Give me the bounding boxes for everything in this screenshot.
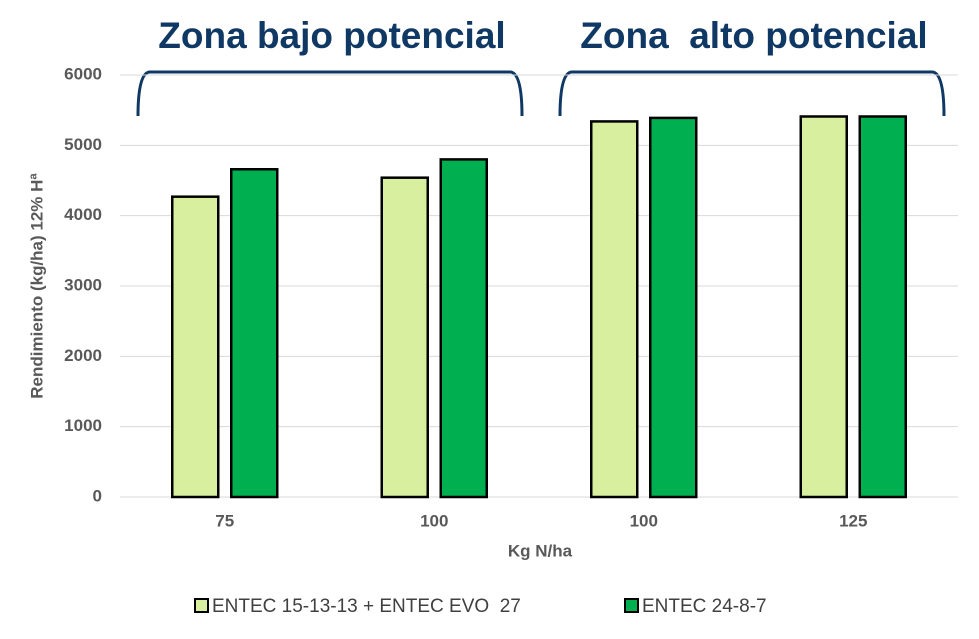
legend-swatch xyxy=(624,598,639,613)
legend-swatch xyxy=(194,598,209,613)
bar xyxy=(590,120,639,499)
x-tick-label: 125 xyxy=(839,511,867,530)
bar xyxy=(799,115,848,499)
y-tick-label: 0 xyxy=(93,486,102,505)
bar xyxy=(649,116,698,499)
bar xyxy=(171,195,220,499)
bar xyxy=(858,115,907,499)
x-tick-label: 100 xyxy=(630,511,658,530)
bar xyxy=(230,167,279,499)
y-tick-label: 3000 xyxy=(64,275,102,294)
y-tick-label: 6000 xyxy=(64,64,102,83)
y-tick-label: 2000 xyxy=(64,346,102,365)
annotation: Zona bajo potencial xyxy=(158,15,505,56)
y-tick-label: 4000 xyxy=(64,205,102,224)
brace xyxy=(558,70,946,117)
y-tick-label: 5000 xyxy=(64,135,102,154)
y-axis-label: Rendimiento (kg/ha) 12% Hª xyxy=(27,173,46,399)
x-tick-label: 100 xyxy=(420,511,448,530)
bar xyxy=(380,176,429,499)
y-tick-label: 1000 xyxy=(64,416,102,435)
bar xyxy=(439,158,488,499)
legend-label: ENTEC 24-8-7 xyxy=(642,596,767,617)
x-tick-label: 75 xyxy=(215,511,234,530)
annotation: Zona alto potencial xyxy=(580,15,927,56)
legend-label: ENTEC 15-13-13 + ENTEC EVO 27 xyxy=(212,596,521,617)
brace xyxy=(136,70,524,117)
x-axis-label: Kg N/ha xyxy=(508,541,573,560)
